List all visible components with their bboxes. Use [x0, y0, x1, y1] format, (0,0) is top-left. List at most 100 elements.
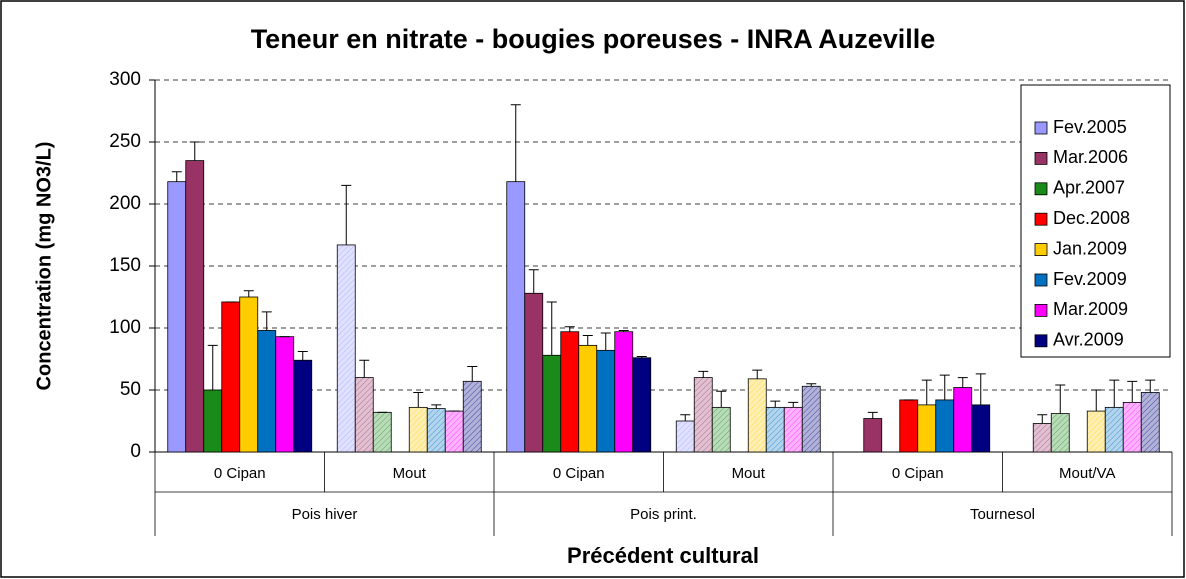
- y-tick-label: 150: [109, 255, 141, 276]
- group-label: Pois hiver: [292, 506, 358, 523]
- legend-swatch: [1034, 121, 1048, 135]
- bar: [614, 331, 634, 453]
- bar: [185, 160, 205, 453]
- group-label: Tournesol: [970, 506, 1035, 523]
- error-bar: [1055, 384, 1066, 414]
- error-bar: [341, 184, 352, 245]
- bar: [935, 399, 955, 453]
- x-tick-label: 0 Cipan: [892, 465, 944, 482]
- error-bar: [171, 171, 182, 182]
- error-bar: [770, 400, 781, 408]
- error-bar: [528, 269, 539, 294]
- bar: [542, 354, 562, 453]
- legend-swatch: [1034, 151, 1048, 165]
- bar: [1140, 392, 1160, 453]
- legend-swatch: [1034, 334, 1048, 348]
- error-bar: [716, 390, 727, 408]
- chart-title: Teneur en nitrate - bougies poreuses - I…: [251, 24, 936, 54]
- x-tick-label: Mout/VA: [1059, 465, 1115, 482]
- legend-label: Avr.2009: [1053, 330, 1124, 350]
- error-bar: [1127, 380, 1138, 403]
- bar: [336, 244, 356, 453]
- bar: [444, 410, 464, 453]
- legend-label: Jan.2009: [1053, 238, 1127, 258]
- error-bar: [546, 301, 557, 356]
- bar: [971, 404, 991, 453]
- y-tick-label: 200: [109, 193, 141, 214]
- bar: [711, 406, 731, 453]
- bar: [506, 181, 526, 453]
- legend-swatch: [1034, 182, 1048, 196]
- bar: [275, 336, 295, 453]
- bar: [863, 418, 883, 453]
- bar: [221, 301, 241, 453]
- bar: [1050, 413, 1070, 453]
- legend-swatch: [1034, 212, 1048, 226]
- error-bar: [189, 141, 200, 161]
- bar: [1086, 410, 1106, 453]
- legend-swatch: [1034, 273, 1048, 287]
- bar: [675, 420, 695, 453]
- y-axis-label: Concentration (mg NO3/L): [33, 142, 55, 391]
- bar: [1122, 401, 1142, 453]
- bar: [524, 292, 544, 453]
- error-bar: [1109, 379, 1120, 408]
- bar: [354, 377, 374, 453]
- x-tick-label: Mout: [732, 465, 766, 482]
- bar: [372, 411, 392, 453]
- error-bar: [752, 369, 763, 379]
- bar: [578, 344, 598, 453]
- bar: [747, 378, 767, 453]
- error-bar: [510, 104, 521, 182]
- bar: [917, 404, 937, 453]
- bar: [239, 296, 259, 453]
- error-bar: [413, 391, 424, 408]
- bar: [1032, 423, 1052, 453]
- y-tick-label: 100: [109, 317, 141, 338]
- error-bar: [582, 334, 593, 346]
- bar: [1104, 406, 1124, 453]
- bar: [765, 406, 785, 453]
- x-axis-label: Précédent cultural: [567, 543, 759, 568]
- bar: [203, 389, 223, 453]
- error-bar: [806, 383, 817, 387]
- error-bar: [788, 401, 799, 408]
- bar: [632, 357, 652, 453]
- error-bar: [261, 311, 272, 331]
- bar: [801, 385, 821, 453]
- x-tick-label: 0 Cipan: [553, 465, 605, 482]
- error-bar: [1091, 389, 1102, 412]
- legend-label: Fev.2005: [1053, 117, 1127, 137]
- error-bar: [957, 377, 968, 388]
- legend-label: Mar.2006: [1053, 147, 1128, 167]
- legend-label: Dec.2008: [1053, 208, 1130, 228]
- error-bar: [921, 379, 932, 405]
- error-bar: [564, 326, 575, 332]
- bar: [257, 330, 277, 453]
- error-bar: [1145, 379, 1156, 393]
- error-bar: [618, 329, 629, 332]
- group-label: Pois print.: [630, 506, 697, 523]
- legend-swatch: [1034, 243, 1048, 257]
- y-tick-label: 50: [120, 379, 141, 400]
- bar: [693, 377, 713, 453]
- error-bar: [867, 411, 878, 419]
- bar: [899, 399, 919, 453]
- error-bar: [207, 344, 218, 390]
- error-bar: [467, 365, 478, 382]
- error-bar: [698, 370, 709, 378]
- error-bar: [600, 332, 611, 351]
- y-tick-label: 300: [109, 69, 141, 90]
- legend-label: Apr.2007: [1053, 178, 1125, 198]
- x-tick-label: Mout: [393, 465, 427, 482]
- bar: [167, 181, 187, 453]
- error-bar: [680, 414, 691, 421]
- bar: [293, 359, 313, 453]
- bar: [462, 380, 482, 453]
- error-bar: [431, 404, 442, 409]
- legend-label: Mar.2009: [1053, 299, 1128, 319]
- bar: [783, 406, 803, 453]
- bar: [953, 387, 973, 453]
- y-tick-label: 0: [130, 441, 141, 462]
